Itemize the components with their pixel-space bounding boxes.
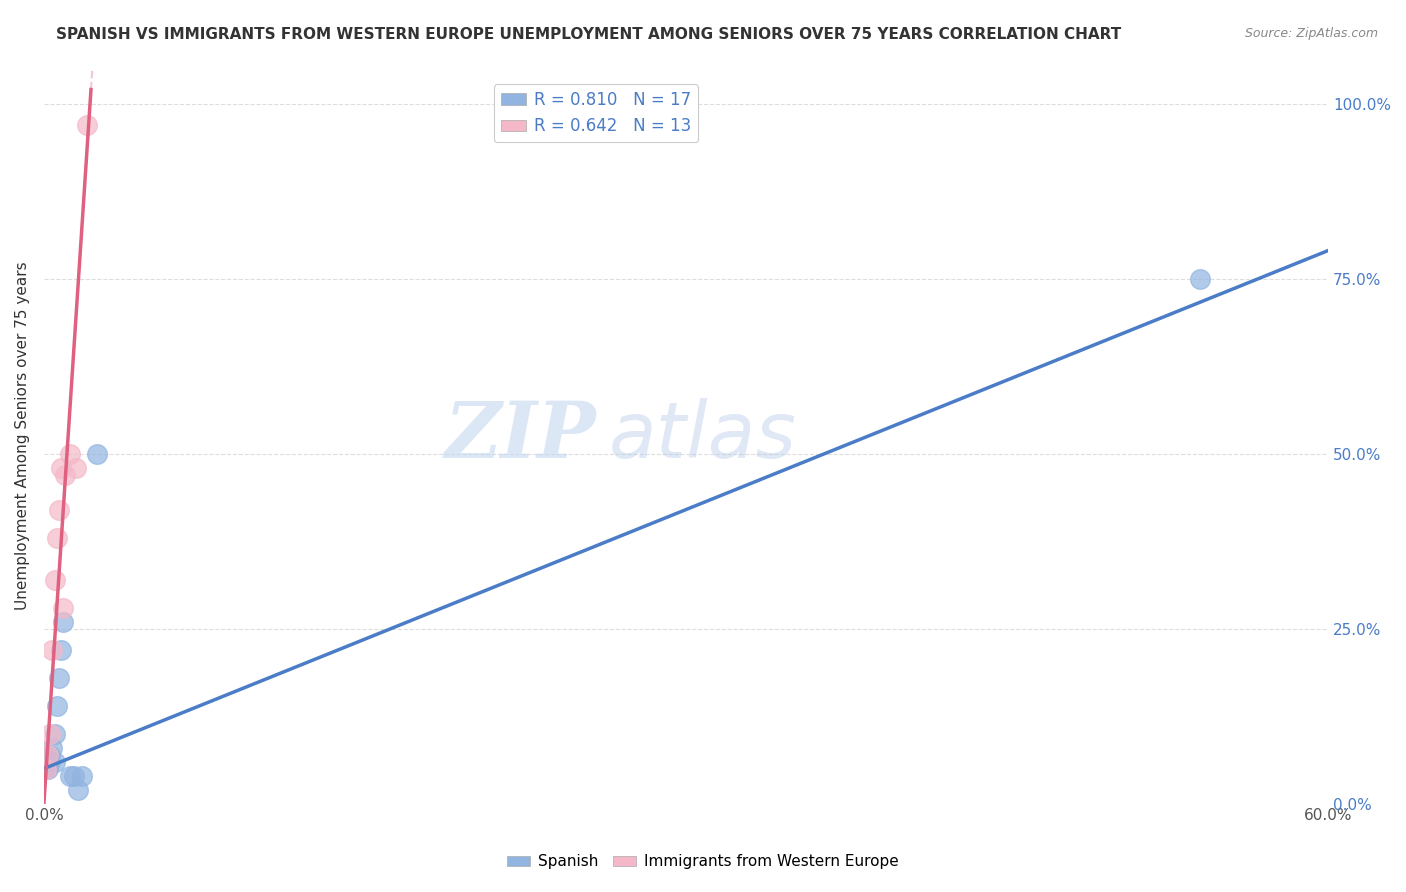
Point [39, 747, 62, 762]
Legend: R = 0.810   N = 17, R = 0.642   N = 13: R = 0.810 N = 17, R = 0.642 N = 13 [494, 84, 697, 142]
Point [37, 747, 59, 762]
Point [49, 642, 72, 657]
Y-axis label: Unemployment Among Seniors over 75 years: Unemployment Among Seniors over 75 years [15, 261, 30, 610]
Point [1188, 271, 1211, 285]
Point [72, 769, 94, 783]
Point [44, 755, 66, 769]
Point [67, 782, 90, 797]
Point [86, 446, 108, 460]
Point [44, 726, 66, 740]
Point [52, 615, 75, 629]
Point [76, 118, 98, 132]
Point [58, 769, 80, 783]
Point [48, 671, 70, 685]
Point [37, 762, 59, 776]
Point [65, 460, 87, 475]
Point [39, 755, 62, 769]
Point [45, 698, 67, 713]
Point [52, 600, 75, 615]
Point [41, 740, 63, 755]
Point [58, 446, 80, 460]
Text: ZIP: ZIP [444, 398, 596, 475]
Point [48, 502, 70, 516]
Point [44, 573, 66, 587]
Point [35, 762, 58, 776]
Point [45, 531, 67, 545]
Point [35, 762, 58, 776]
Point [53, 467, 76, 482]
Point [39, 726, 62, 740]
Text: atlas: atlas [609, 398, 797, 474]
Text: SPANISH VS IMMIGRANTS FROM WESTERN EUROPE UNEMPLOYMENT AMONG SENIORS OVER 75 YEA: SPANISH VS IMMIGRANTS FROM WESTERN EUROP… [56, 27, 1122, 42]
Text: Source: ZipAtlas.com: Source: ZipAtlas.com [1244, 27, 1378, 40]
Legend: Spanish, Immigrants from Western Europe: Spanish, Immigrants from Western Europe [501, 848, 905, 875]
Point [41, 642, 63, 657]
Point [63, 769, 86, 783]
Point [49, 460, 72, 475]
